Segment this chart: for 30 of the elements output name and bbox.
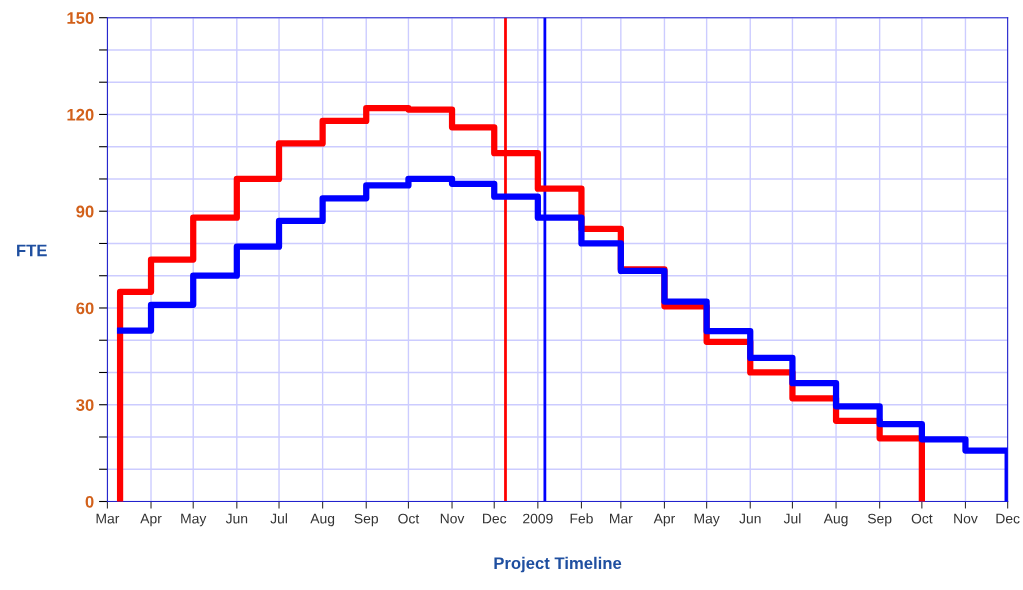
x-tick-label: Nov: [440, 513, 465, 524]
y-tick-label: 30: [76, 399, 94, 411]
x-tick-label: Feb: [570, 513, 593, 524]
x-tick-label: Oct: [911, 513, 933, 524]
x-tick-label: Jul: [270, 513, 287, 524]
x-tick-label: May: [694, 513, 720, 527]
x-tick-label: Dec: [483, 513, 507, 524]
y-tick-label: 150: [67, 12, 94, 24]
x-tick-label: Nov: [954, 513, 978, 524]
x-tick-label: Dec: [996, 513, 1020, 524]
y-axis-title: FTE: [17, 244, 47, 257]
x-tick-label: Aug: [823, 513, 848, 527]
x-tick-label: Jun: [739, 513, 761, 524]
y-tick-label: 120: [67, 108, 94, 121]
x-tick-label: Jul: [783, 513, 801, 524]
x-tick-label: Sep: [354, 513, 379, 527]
x-tick-label: Sep: [867, 513, 892, 527]
x-tick-label: Apr: [653, 513, 676, 527]
y-tick-label: 0: [85, 495, 94, 508]
y-tick-label: 60: [76, 302, 94, 315]
x-tick-label: Oct: [398, 513, 420, 524]
x-tick-label: Mar: [96, 513, 120, 524]
x-tick-label: May: [181, 513, 207, 527]
x-axis-title: Project Timeline: [494, 556, 622, 573]
x-tick-label: Aug: [310, 513, 335, 527]
x-tick-label: Mar: [610, 513, 633, 524]
x-tick-label: 2009: [523, 513, 553, 524]
y-tick-label: 90: [76, 205, 94, 218]
x-tick-label: Apr: [140, 513, 162, 527]
x-tick-label: Jun: [225, 513, 248, 524]
